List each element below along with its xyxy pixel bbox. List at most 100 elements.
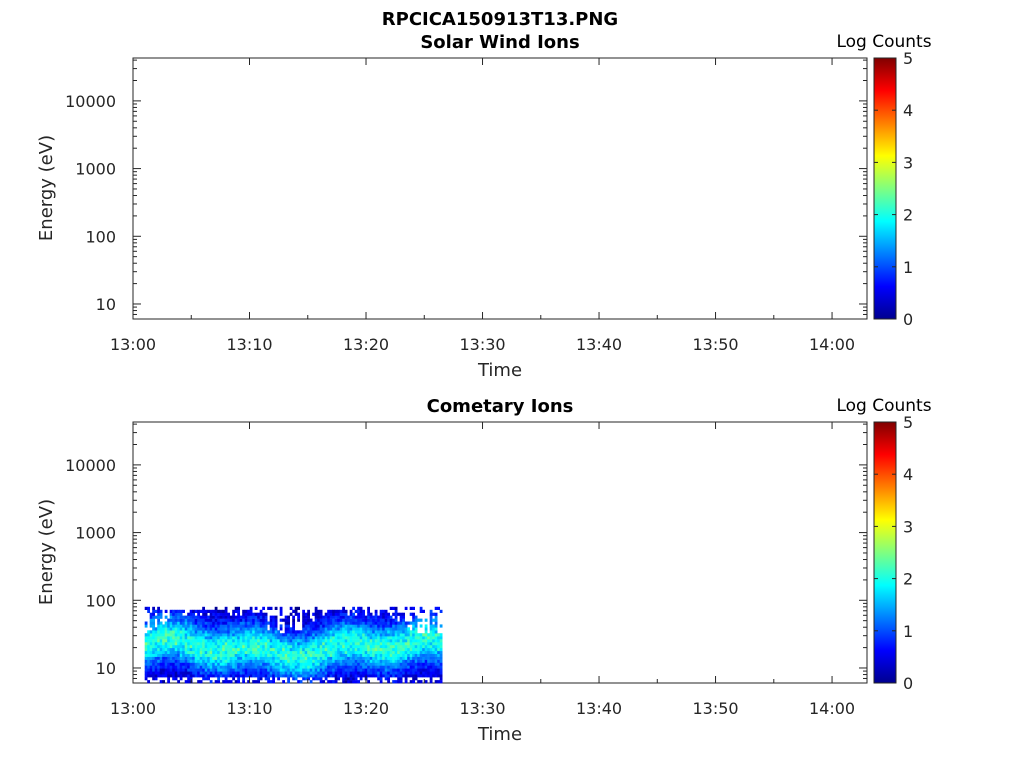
heatmap-cell: [327, 642, 330, 646]
heatmap-cell: [332, 612, 335, 616]
heatmap-cell: [374, 633, 378, 637]
colorbar-tick-label: 3: [903, 153, 913, 172]
heatmap-cell: [427, 656, 430, 660]
heatmap-cell: [202, 662, 205, 666]
heatmap-cell: [397, 627, 400, 631]
heatmap-cell: [152, 627, 155, 631]
heatmap-cell: [202, 615, 205, 619]
heatmap-cell: [187, 615, 190, 619]
heatmap-cell: [232, 656, 235, 660]
heatmap-cell: [177, 680, 180, 684]
heatmap-cell: [439, 609, 443, 613]
heatmap-cell: [347, 636, 350, 640]
heatmap-cell: [402, 668, 405, 672]
heatmap-cell: [212, 644, 215, 649]
heatmap-cell: [217, 627, 220, 631]
heatmap-cell: [247, 609, 250, 613]
heatmap-cell: [414, 656, 418, 660]
heatmap-cell: [354, 627, 358, 631]
heatmap-cell: [432, 630, 435, 634]
heatmap-cell: [377, 674, 380, 678]
heatmap-cell: [314, 653, 318, 657]
heatmap-cell: [262, 639, 265, 643]
heatmap-cell: [404, 627, 408, 631]
heatmap-cell: [289, 639, 293, 643]
heatmap-cell: [397, 639, 400, 643]
heatmap-cell: [419, 668, 423, 672]
heatmap-cell: [297, 662, 300, 666]
heatmap-cell: [247, 627, 250, 631]
heatmap-cell: [309, 674, 313, 678]
heatmap-cell: [222, 653, 225, 657]
heatmap-cell: [152, 659, 155, 663]
heatmap-cell: [362, 618, 365, 622]
heatmap-cell: [369, 615, 373, 619]
heatmap-cell: [257, 647, 260, 652]
heatmap-cell: [312, 659, 315, 663]
heatmap-cell: [257, 627, 260, 631]
heatmap-cell: [169, 639, 173, 643]
heatmap-cell: [197, 644, 200, 649]
heatmap-cell: [257, 680, 260, 684]
heatmap-cell: [352, 606, 355, 610]
heatmap-cell: [197, 624, 200, 628]
heatmap-cell: [429, 612, 433, 616]
heatmap-cell: [152, 609, 155, 613]
heatmap-cell: [317, 621, 320, 625]
heatmap-cell: [197, 668, 200, 672]
heatmap-cell: [359, 656, 363, 660]
heatmap-cell: [389, 650, 393, 654]
heatmap-cell: [342, 630, 345, 634]
heatmap-cell: [182, 668, 185, 672]
heatmap-cell: [242, 665, 245, 669]
heatmap-cell: [267, 665, 270, 669]
heatmap-cell: [334, 653, 338, 657]
heatmap-cell: [217, 618, 220, 622]
heatmap-cell: [437, 633, 440, 637]
heatmap-cell: [304, 647, 308, 652]
heatmap-cell: [364, 636, 368, 640]
heatmap-cell: [392, 624, 395, 628]
heatmap-cell: [327, 665, 330, 669]
heatmap-cell: [189, 615, 193, 619]
heatmap-cell: [414, 677, 418, 681]
heatmap-cell: [202, 606, 205, 610]
heatmap-cell: [187, 639, 190, 643]
heatmap-cell: [249, 659, 253, 663]
heatmap-cell: [297, 665, 300, 669]
heatmap-cell: [289, 627, 293, 631]
heatmap-cell: [424, 618, 428, 622]
heatmap-cell: [287, 653, 290, 657]
heatmap-cell: [302, 644, 305, 649]
heatmap-cell: [237, 642, 240, 646]
heatmap-cell: [229, 650, 233, 654]
heatmap-cell: [187, 612, 190, 616]
heatmap-cell: [219, 671, 223, 675]
heatmap-cell: [199, 668, 203, 672]
heatmap-cell: [222, 674, 225, 678]
heatmap-cell: [344, 624, 348, 628]
heatmap-cell: [222, 636, 225, 640]
heatmap-cell: [152, 677, 155, 681]
heatmap-cell: [249, 609, 253, 613]
heatmap-cell: [194, 647, 198, 652]
heatmap-cell: [429, 671, 433, 675]
heatmap-cell: [267, 636, 270, 640]
heatmap-cell: [352, 680, 355, 684]
heatmap-cell: [317, 615, 320, 619]
heatmap-cell: [364, 650, 368, 654]
heatmap-cell: [209, 653, 213, 657]
heatmap-cell: [357, 656, 360, 660]
heatmap-cell: [252, 644, 255, 649]
heatmap-cell: [229, 618, 233, 622]
heatmap-cell: [319, 668, 323, 672]
heatmap-cell: [399, 677, 403, 681]
heatmap-cell: [282, 659, 285, 663]
heatmap-cell: [319, 662, 323, 666]
heatmap-cell: [439, 668, 443, 672]
heatmap-cell: [407, 630, 410, 634]
heatmap-cell: [407, 656, 410, 660]
heatmap-cell: [174, 653, 178, 657]
heatmap-cell: [284, 630, 288, 634]
